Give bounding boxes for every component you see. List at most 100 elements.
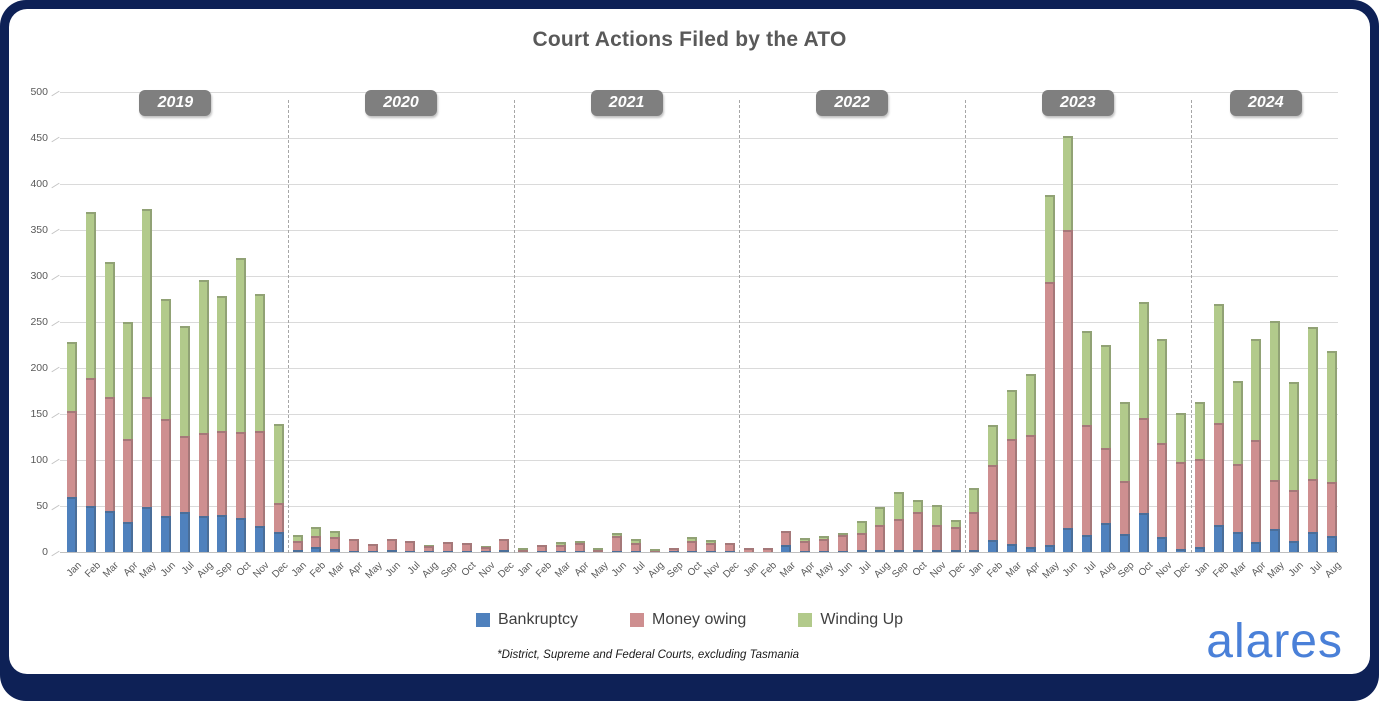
- bar-segment-money-owing: [142, 397, 153, 507]
- x-axis-label: Feb: [533, 560, 554, 580]
- bar-segment-bankruptcy: [405, 551, 416, 552]
- bar-segment-winding-up: [1307, 326, 1318, 480]
- bar-segment-money-owing: [856, 532, 867, 551]
- bar-segment-winding-up: [894, 492, 905, 519]
- bar-segment-winding-up: [988, 425, 999, 465]
- x-axis-label: Nov: [1153, 560, 1175, 581]
- bar-segment-winding-up: [706, 540, 717, 543]
- bar-segment-bankruptcy: [781, 544, 792, 552]
- bar-segment-winding-up: [1025, 374, 1036, 436]
- y-axis-label-200: 200: [30, 362, 48, 374]
- bar-segment-money-owing: [367, 543, 378, 552]
- axis-tick: [51, 274, 60, 281]
- x-axis-label: Sep: [665, 560, 686, 581]
- gridline-400: [60, 183, 1338, 185]
- bar-segment-winding-up: [330, 530, 341, 538]
- bar-segment-money-owing: [969, 512, 980, 551]
- x-axis-label: Apr: [1249, 560, 1269, 579]
- year-label-2021: 2021: [590, 90, 663, 116]
- bar-segment-winding-up: [198, 279, 209, 434]
- bar-segment-winding-up: [1063, 136, 1074, 230]
- bar-segment-money-owing: [612, 536, 623, 552]
- axis-tick: [51, 182, 60, 189]
- bar-segment-money-owing: [875, 525, 886, 551]
- bar-segment-bankruptcy: [1138, 513, 1149, 552]
- legend-item-winding-up: Winding Up: [798, 611, 903, 629]
- x-axis-label: Feb: [759, 560, 780, 580]
- x-axis-label: Apr: [798, 560, 817, 579]
- bar-segment-bankruptcy: [104, 510, 115, 552]
- x-axis-label: Sep: [1116, 560, 1137, 581]
- x-axis-label: Apr: [121, 560, 141, 579]
- legend-swatch-icon: [798, 613, 813, 627]
- gridline-100: [60, 459, 1338, 461]
- bar-segment-bankruptcy: [668, 551, 679, 552]
- bar-segment-money-owing: [819, 539, 829, 552]
- bar-segment-money-owing: [574, 542, 585, 552]
- bar-segment-bankruptcy: [1270, 529, 1281, 552]
- gridline-0: [60, 551, 1338, 553]
- x-axis-label: Apr: [346, 560, 366, 579]
- bar-segment-money-owing: [781, 530, 792, 545]
- axis-tick: [51, 412, 60, 419]
- bar-segment-money-owing: [913, 511, 923, 551]
- y-axis-label-500: 500: [30, 86, 48, 98]
- bar-segment-money-owing: [1326, 482, 1337, 537]
- bar-segment-winding-up: [104, 262, 115, 398]
- bar-segment-money-owing: [762, 548, 773, 552]
- chart-footnote: *District, Supreme and Federal Courts, e…: [497, 649, 800, 661]
- legend-item-money-owing: Money owing: [630, 611, 746, 629]
- bar-segment-bankruptcy: [988, 540, 999, 552]
- bar-segment-bankruptcy: [236, 517, 247, 552]
- x-axis-label: Dec: [721, 560, 742, 581]
- bar-segment-winding-up: [649, 549, 660, 552]
- x-axis-label: May: [1265, 560, 1287, 582]
- x-axis-label: Mar: [327, 560, 347, 580]
- bar-segment-winding-up: [142, 208, 153, 398]
- x-axis-label: Aug: [1323, 560, 1344, 581]
- bar-segment-bankruptcy: [217, 515, 228, 552]
- x-axis-label: Sep: [439, 560, 460, 581]
- x-axis-label: Aug: [195, 560, 216, 581]
- x-axis-label: Mar: [101, 560, 122, 580]
- x-axis-label: Jan: [967, 560, 987, 580]
- chart-legend: Bankruptcy Money owing Winding Up: [0, 611, 1379, 629]
- x-axis-label: Apr: [1023, 560, 1043, 579]
- gridline-500: [60, 91, 1338, 93]
- x-axis-label: Sep: [213, 560, 235, 581]
- x-axis-label: Jan: [290, 560, 310, 580]
- gridline-350: [60, 229, 1338, 231]
- bar-segment-winding-up: [236, 257, 247, 433]
- bar-segment-money-owing: [1044, 282, 1055, 545]
- bar-segment-money-owing: [687, 540, 698, 552]
- bar-segment-winding-up: [1007, 390, 1017, 439]
- bar-segment-winding-up: [1176, 413, 1187, 462]
- bar-segment-money-owing: [499, 539, 510, 551]
- x-axis-label: Mar: [778, 560, 799, 580]
- bar-segment-money-owing: [800, 540, 811, 552]
- y-axis-label-400: 400: [30, 178, 48, 190]
- bar-segment-money-owing: [311, 536, 322, 548]
- bar-segment-bankruptcy: [1326, 536, 1337, 552]
- y-axis-label-0: 0: [42, 546, 48, 558]
- bar-segment-bankruptcy: [969, 550, 980, 552]
- x-axis-label: Jun: [158, 560, 178, 580]
- bar-segment-bankruptcy: [725, 551, 735, 552]
- x-axis-label: May: [363, 560, 385, 582]
- bar-segment-money-owing: [1025, 435, 1036, 548]
- bar-segment-bankruptcy: [1251, 541, 1262, 552]
- bar-segment-bankruptcy: [875, 550, 886, 552]
- bar-segment-winding-up: [1213, 303, 1224, 424]
- year-separator: [288, 100, 290, 553]
- bar-segment-money-owing: [1195, 459, 1205, 548]
- legend-swatch-icon: [475, 613, 490, 627]
- bar-segment-money-owing: [1270, 480, 1281, 529]
- x-axis-label: Oct: [685, 560, 705, 579]
- x-axis-label: Jan: [64, 560, 84, 580]
- y-axis-label-300: 300: [30, 270, 48, 282]
- x-axis-label: Aug: [1097, 560, 1118, 581]
- x-axis-label: Oct: [234, 560, 253, 579]
- axis-tick: [51, 458, 60, 465]
- y-axis-label-50: 50: [36, 500, 48, 512]
- year-separator: [513, 100, 515, 553]
